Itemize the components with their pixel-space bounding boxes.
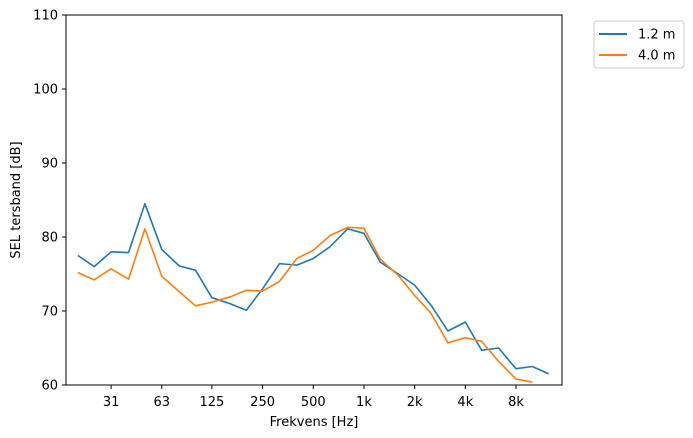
x-tick-label: 250 xyxy=(250,395,275,410)
x-tick-label: 500 xyxy=(301,395,326,410)
y-axis: 60 70 80 90 100 110 xyxy=(33,9,66,394)
y-tick-label: 110 xyxy=(33,9,58,24)
x-tick-label: 2k xyxy=(407,395,423,410)
series-line-12m xyxy=(77,202,550,375)
plot-area xyxy=(77,202,550,383)
axes-frame xyxy=(65,14,563,386)
y-tick-label: 60 xyxy=(41,379,58,394)
x-tick-label: 4k xyxy=(457,395,473,410)
x-tick-label: 1k xyxy=(356,395,372,410)
legend-frame xyxy=(593,20,685,69)
x-tick-label: 8k xyxy=(508,395,524,410)
y-tick-label: 100 xyxy=(33,83,58,98)
y-tick-label: 70 xyxy=(41,305,58,320)
y-tick-label: 90 xyxy=(41,157,58,172)
x-tick-label: 125 xyxy=(199,395,224,410)
series-line-40m xyxy=(77,226,533,383)
legend: 1.2 m 4.0 m xyxy=(593,20,685,69)
legend-label-4.0m: 4.0 m xyxy=(638,49,675,64)
legend-label-1.2m: 1.2 m xyxy=(638,28,675,43)
x-axis-label: Frekvens [Hz] xyxy=(270,415,359,430)
x-tick-label: 31 xyxy=(103,395,120,410)
x-tick-label: 63 xyxy=(154,395,171,410)
x-axis: 31 63 125 250 500 1k 2k 4k 8k xyxy=(103,385,524,410)
y-tick-label: 80 xyxy=(41,231,58,246)
y-axis-label: SEL tersband [dB] xyxy=(9,141,24,258)
